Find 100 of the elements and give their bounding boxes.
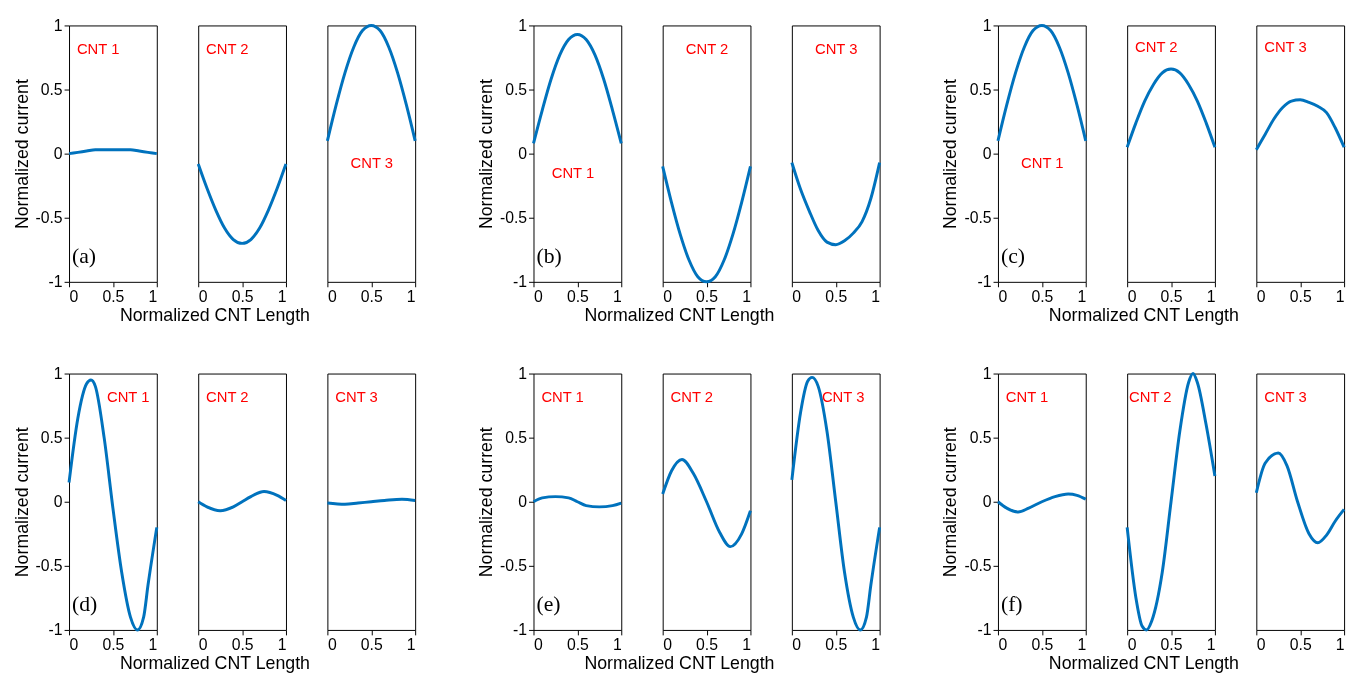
x-tick-label: 0 bbox=[198, 288, 208, 306]
y-tick-label: 0 bbox=[982, 493, 992, 511]
x-tick-label: 0.5 bbox=[231, 636, 254, 654]
y-tick-label: 0.5 bbox=[40, 80, 63, 98]
x-tick-label: 0.5 bbox=[102, 636, 125, 654]
x-tick-label: 0.5 bbox=[1031, 636, 1054, 654]
x-axis-title: Normalized CNT Length bbox=[1048, 304, 1239, 325]
line-series bbox=[532, 495, 623, 509]
x-tick-label: 1 bbox=[406, 288, 416, 306]
y-tick-label: 0.5 bbox=[40, 429, 63, 447]
annotation: (f) bbox=[1000, 592, 1023, 617]
x-tick-label: 0 bbox=[198, 636, 208, 654]
annotation: CNT 2 bbox=[685, 41, 729, 58]
x-tick-label: 1 bbox=[742, 288, 751, 306]
y-tick-label: 1 bbox=[518, 16, 528, 34]
x-axis-title: Normalized CNT Length bbox=[119, 652, 310, 673]
y-tick-label: -1 bbox=[48, 273, 63, 291]
x-tick-label: 0.5 bbox=[696, 288, 719, 306]
annotation: CNT 2 bbox=[1135, 39, 1178, 56]
y-tick-label: 0.5 bbox=[505, 80, 528, 98]
y-tick-label: -1 bbox=[513, 621, 528, 639]
x-tick-label: 0.5 bbox=[1160, 288, 1183, 306]
y-tick-label: 1 bbox=[518, 364, 528, 382]
x-axis-title: Normalized CNT Length bbox=[119, 304, 310, 325]
annotation: CNT 3 bbox=[350, 155, 393, 172]
annotation: CNT 3 bbox=[815, 41, 858, 58]
annotation: CNT 1 bbox=[1005, 389, 1049, 406]
annotation: CNT 1 bbox=[1021, 155, 1064, 172]
x-tick-label: 1 bbox=[277, 636, 287, 654]
annotation: CNT 3 bbox=[1264, 39, 1307, 56]
y-axis-title: Normalized current bbox=[940, 79, 961, 230]
x-tick-label: 1 bbox=[612, 288, 622, 306]
x-tick-label: 0 bbox=[69, 288, 79, 306]
x-tick-label: 1 bbox=[1077, 288, 1087, 306]
line-series bbox=[996, 23, 1088, 143]
x-tick-label: 0.5 bbox=[360, 288, 383, 306]
y-axis-title: Normalized current bbox=[11, 427, 32, 578]
y-tick-label: -0.5 bbox=[35, 557, 63, 575]
x-tick-label: 0 bbox=[1256, 288, 1266, 306]
x-tick-label: 0.5 bbox=[360, 636, 383, 654]
x-tick-label: 1 bbox=[1206, 288, 1216, 306]
annotation: (b) bbox=[536, 244, 562, 269]
line-series bbox=[67, 378, 159, 632]
line-series bbox=[996, 492, 1088, 514]
x-tick-label: 0.5 bbox=[825, 288, 848, 306]
x-tick-label: 0 bbox=[663, 288, 673, 306]
x-tick-label: 0.5 bbox=[231, 288, 254, 306]
x-tick-label: 0 bbox=[533, 288, 543, 306]
annotation: CNT 2 bbox=[206, 41, 249, 58]
annotation: (e) bbox=[536, 592, 561, 617]
x-tick-label: 0 bbox=[327, 636, 337, 654]
x-tick-label: 1 bbox=[148, 636, 158, 654]
x-tick-label: 0.5 bbox=[825, 636, 848, 654]
x-axis-title: Normalized CNT Length bbox=[584, 652, 775, 673]
x-tick-label: 1 bbox=[1335, 636, 1345, 654]
y-tick-label: 0 bbox=[518, 145, 528, 163]
annotation: (d) bbox=[71, 592, 98, 617]
x-tick-label: 0 bbox=[792, 636, 802, 654]
x-axis-title: Normalized CNT Length bbox=[584, 304, 775, 325]
annotation: CNT 1 bbox=[76, 41, 120, 58]
y-axis-title: Normalized current bbox=[11, 79, 32, 230]
x-tick-label: 1 bbox=[871, 288, 881, 306]
x-tick-label: 0 bbox=[1256, 636, 1266, 654]
annotation: CNT 3 bbox=[1264, 389, 1307, 406]
y-axis-title: Normalized current bbox=[476, 427, 497, 578]
y-tick-label: -1 bbox=[977, 273, 992, 291]
x-tick-label: 1 bbox=[871, 636, 881, 654]
x-tick-label: 0 bbox=[998, 636, 1008, 654]
x-axis-title: Normalized CNT Length bbox=[1048, 652, 1239, 673]
x-tick-label: 1 bbox=[1335, 288, 1345, 306]
annotation: CNT 3 bbox=[821, 389, 865, 406]
x-tick-label: 0.5 bbox=[566, 636, 590, 654]
x-tick-label: 0 bbox=[69, 636, 79, 654]
y-axis-title: Normalized current bbox=[940, 427, 961, 578]
y-tick-label: -0.5 bbox=[35, 209, 63, 227]
x-tick-label: 0 bbox=[327, 288, 337, 306]
x-tick-label: 1 bbox=[1206, 636, 1216, 654]
x-tick-label: 0 bbox=[1127, 636, 1137, 654]
x-tick-label: 1 bbox=[148, 288, 158, 306]
x-tick-label: 1 bbox=[406, 636, 416, 654]
y-tick-label: 0 bbox=[53, 145, 63, 163]
x-tick-label: 0 bbox=[1127, 288, 1137, 306]
x-tick-label: 0.5 bbox=[1289, 288, 1312, 306]
y-tick-label: -1 bbox=[48, 621, 63, 639]
x-tick-label: 0 bbox=[663, 636, 673, 654]
x-tick-label: 1 bbox=[742, 636, 751, 654]
y-tick-label: 0.5 bbox=[505, 429, 528, 447]
annotation: (c) bbox=[1000, 244, 1025, 269]
y-tick-label: 0.5 bbox=[969, 80, 992, 98]
y-axis-title: Normalized current bbox=[476, 79, 497, 230]
annotation: CNT 1 bbox=[541, 389, 584, 406]
annotation: CNT 3 bbox=[335, 389, 378, 406]
y-tick-label: 0 bbox=[982, 145, 992, 163]
annotation: CNT 1 bbox=[551, 165, 595, 182]
y-tick-label: 0 bbox=[53, 493, 63, 511]
y-tick-label: -0.5 bbox=[499, 209, 528, 227]
x-tick-label: 0 bbox=[998, 288, 1008, 306]
line-series bbox=[532, 32, 623, 145]
y-tick-label: 1 bbox=[53, 16, 63, 34]
annotation: CNT 2 bbox=[206, 389, 249, 406]
